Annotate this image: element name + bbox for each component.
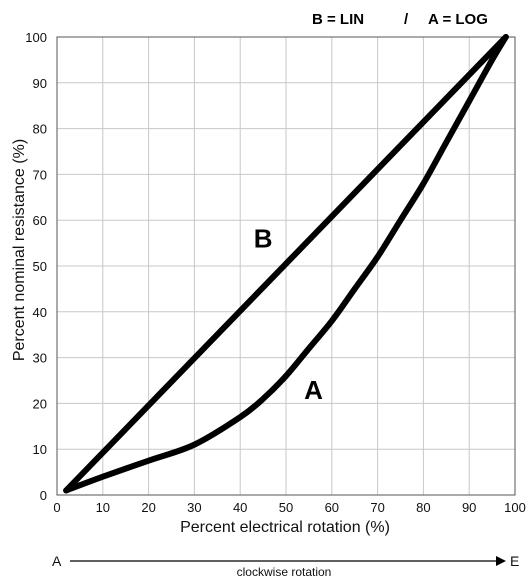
y-tick-label: 90 <box>33 76 47 91</box>
y-tick-labels: 0 10 20 30 40 50 60 70 80 90 100 <box>25 30 47 503</box>
series-line-b <box>63 34 509 494</box>
x-tick-label: 70 <box>370 500 384 515</box>
x-tick-label: 50 <box>279 500 293 515</box>
y-axis-title: Percent nominal resistance (%) <box>11 139 28 361</box>
x-tick-label: 40 <box>233 500 247 515</box>
legend-separator: / <box>404 11 409 28</box>
y-tick-label: 0 <box>40 488 47 503</box>
y-tick-label: 100 <box>25 30 47 45</box>
series-layer: BA <box>63 34 509 494</box>
legend-log: A = LOG <box>428 11 488 28</box>
legend-lin: B = LIN <box>312 11 364 28</box>
x-tick-label: 100 <box>504 500 526 515</box>
y-tick-label: 40 <box>33 305 47 320</box>
rotation-end-label: E <box>510 553 519 569</box>
series-label-a: A <box>304 375 323 405</box>
y-tick-label: 10 <box>33 442 47 457</box>
x-tick-label: 80 <box>416 500 430 515</box>
y-tick-label: 80 <box>33 122 47 137</box>
x-tick-label: 30 <box>187 500 201 515</box>
y-tick-label: 50 <box>33 259 47 274</box>
y-tick-label: 20 <box>33 396 47 411</box>
y-tick-label: 70 <box>33 167 47 182</box>
x-axis-title: Percent electrical rotation (%) <box>180 519 390 536</box>
x-tick-label: 20 <box>141 500 155 515</box>
series-label-b: B <box>254 224 273 254</box>
rotation-arrow-head <box>496 556 506 566</box>
plot-border <box>56 36 516 496</box>
y-tick-label: 30 <box>33 351 47 366</box>
x-tick-label: 90 <box>462 500 476 515</box>
rotation-start-label: A <box>52 553 62 569</box>
x-tick-label: 0 <box>53 500 60 515</box>
series-line-a <box>63 34 509 494</box>
rotation-label: clockwise rotation <box>237 565 332 579</box>
x-tick-label: 10 <box>96 500 110 515</box>
x-tick-label: 60 <box>325 500 339 515</box>
y-tick-label: 60 <box>33 213 47 228</box>
x-tick-labels: 0 10 20 30 40 50 60 70 80 90 100 <box>53 500 525 515</box>
